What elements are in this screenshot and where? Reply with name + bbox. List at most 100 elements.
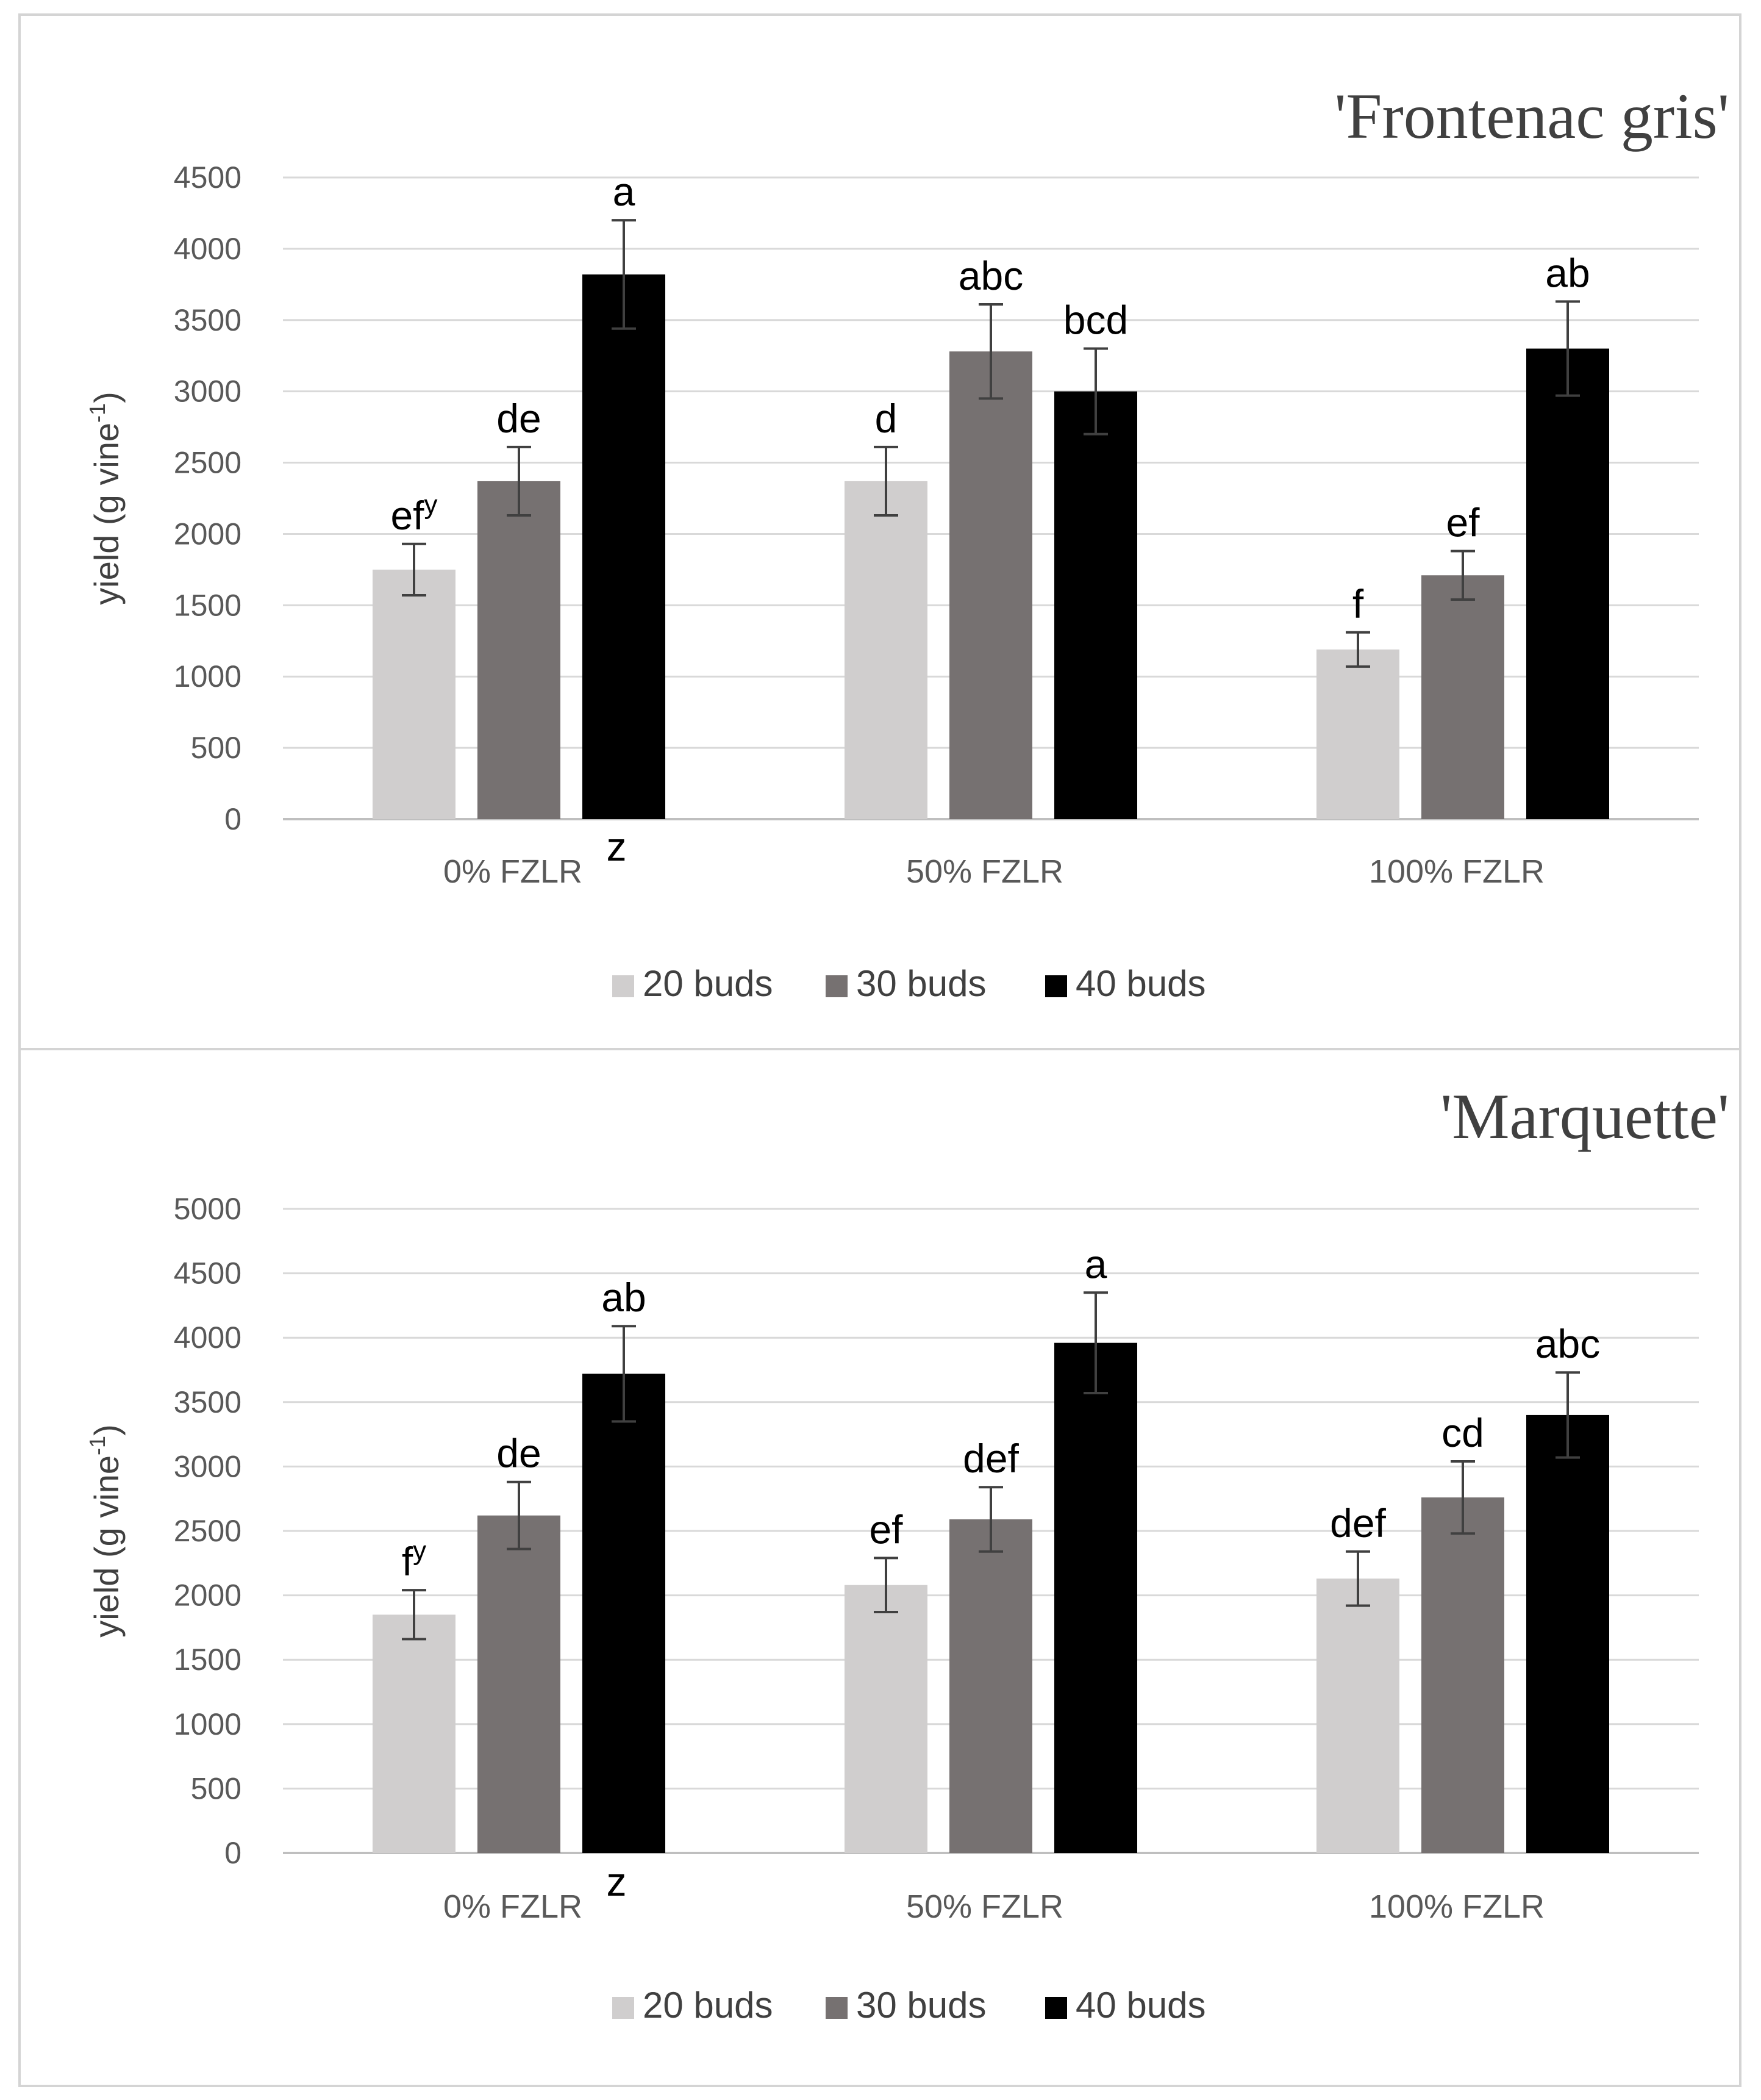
bar-40-buds-1: [1054, 391, 1137, 819]
y-axis-label-text: yield (g vine: [87, 423, 126, 605]
significance-letter-text: a: [613, 169, 635, 214]
significance-letter: ab: [601, 1275, 646, 1320]
significance-letter-text: ef: [1446, 500, 1480, 545]
significance-letter: def: [1330, 1500, 1386, 1546]
significance-letter: def: [963, 1436, 1019, 1481]
y-tick-label: 4000: [174, 232, 241, 266]
y-tick-label: 2500: [174, 446, 241, 480]
significance-letter-text: bcd: [1063, 298, 1128, 343]
significance-letter-text: ab: [601, 1275, 646, 1320]
bar-20-buds-0: [373, 569, 455, 819]
significance-footnote-marker: y: [424, 490, 438, 520]
bar-40-buds-0: [582, 1374, 665, 1853]
legend-swatch: [826, 1997, 848, 2019]
significance-letter-text: f: [402, 1539, 413, 1584]
y-tick-label: 3000: [174, 1449, 241, 1483]
significance-letter: d: [875, 396, 898, 441]
y-tick-label: 1500: [174, 588, 241, 622]
significance-letter: fy: [402, 1536, 426, 1584]
legend-label: 30 buds: [856, 1985, 987, 2026]
y-tick-label: 0: [224, 1836, 241, 1870]
legend-swatch: [1045, 975, 1067, 997]
x-category-label: 100% FZLR: [1369, 1888, 1545, 1925]
x-category-label: 0% FZLR: [443, 853, 582, 890]
significance-letter: f: [1352, 581, 1364, 626]
marquette-chart-panel: 'Marquette' 0 500 1000 1500 2000 2500 3000 3500 4…: [18, 1050, 1741, 2087]
significance-letter-text: def: [1330, 1500, 1386, 1546]
bar-40-buds-1: [1054, 1342, 1137, 1853]
significance-letter-text: ab: [1545, 250, 1590, 295]
significance-letter: de: [496, 396, 541, 441]
significance-letter-text: cd: [1441, 1410, 1484, 1455]
y-tick-label: 0: [224, 802, 241, 836]
y-axis-label-superscript: -1: [85, 403, 110, 423]
bar-30-buds-2: [1421, 1497, 1504, 1853]
bar-40-buds-2: [1526, 348, 1609, 819]
y-axis-label-superscript: -1: [85, 1436, 110, 1455]
x-category-label: 100% FZLR: [1369, 853, 1545, 890]
significance-letter: abc: [1535, 1321, 1600, 1366]
y-tick-label: 3000: [174, 374, 241, 409]
legend-label: 20 buds: [643, 1985, 773, 2026]
chart-title: 'Marquette': [1440, 1081, 1729, 1152]
bar-30-buds-1: [949, 351, 1032, 819]
legend-label: 40 buds: [1076, 963, 1206, 1004]
y-axis-label-close: ): [87, 392, 126, 403]
significance-letter-text: f: [1352, 581, 1364, 626]
y-tick-label: 2000: [174, 1579, 241, 1613]
significance-letter: cd: [1441, 1410, 1484, 1455]
y-tick-label: 500: [191, 731, 241, 765]
bar-30-buds-0: [477, 481, 560, 819]
legend-label: 20 buds: [643, 963, 773, 1004]
legend-label: 40 buds: [1076, 1985, 1206, 2026]
significance-letter-text: ef: [869, 1507, 903, 1552]
y-tick-label: 3500: [174, 1385, 241, 1419]
y-axis-label: yield (g vine-1): [85, 1424, 126, 1637]
significance-letter: bcd: [1063, 298, 1128, 343]
significance-letter-text: de: [496, 1431, 541, 1476]
category-footnote-marker: z: [607, 1859, 627, 1904]
y-tick-label: 5000: [174, 1192, 241, 1226]
category-footnote-marker: z: [607, 824, 627, 869]
significance-letter-text: d: [875, 396, 898, 441]
significance-letter-text: de: [496, 396, 541, 441]
y-tick-label: 1500: [174, 1643, 241, 1677]
y-axis-label-text: yield (g vine: [87, 1455, 126, 1638]
significance-letter-text: abc: [1535, 1321, 1600, 1366]
significance-letter: ef: [869, 1507, 903, 1552]
bar-30-buds-1: [949, 1519, 1032, 1853]
significance-letter: de: [496, 1431, 541, 1476]
y-tick-label: 1000: [174, 659, 241, 693]
significance-letter: ab: [1545, 250, 1590, 295]
bar-40-buds-2: [1526, 1414, 1609, 1853]
significance-letter: a: [613, 169, 635, 214]
legend-swatch: [612, 1997, 634, 2019]
significance-letter: abc: [959, 253, 1023, 298]
y-tick-label: 2500: [174, 1514, 241, 1548]
legend-swatch: [1045, 1997, 1067, 2019]
significance-letter-text: ef: [390, 493, 424, 538]
significance-letter: a: [1085, 1241, 1107, 1286]
y-tick-label: 3500: [174, 303, 241, 337]
frontenac-gris-chart: 'Frontenac gris' 0 500 1000 1500 2000 2500 3000…: [85, 81, 1729, 1004]
bar-20-buds-1: [845, 1585, 927, 1853]
x-category-label: 0% FZLR: [443, 1888, 582, 1925]
significance-letter-text: def: [963, 1436, 1019, 1481]
legend-label: 30 buds: [856, 963, 987, 1004]
bar-20-buds-1: [845, 481, 927, 819]
y-axis-label-close: ): [87, 1424, 126, 1436]
frontenac-gris-chart-panel: 'Frontenac gris' 0 500 1000 1500 2000 2500 3000…: [18, 13, 1741, 1050]
significance-letter: ef: [1446, 500, 1480, 545]
marquette-chart: 'Marquette' 0 500 1000 1500 2000 2500 3000 3500 4…: [85, 1081, 1729, 2026]
significance-letter-text: a: [1085, 1241, 1107, 1286]
x-category-label: 50% FZLR: [906, 1888, 1063, 1925]
bar-20-buds-2: [1316, 1579, 1399, 1853]
y-tick-label: 500: [191, 1771, 241, 1805]
bar-30-buds-0: [477, 1515, 560, 1853]
bar-20-buds-2: [1316, 649, 1399, 819]
significance-footnote-marker: y: [413, 1536, 426, 1566]
legend-swatch: [612, 975, 634, 997]
significance-letter-text: abc: [959, 253, 1023, 298]
bar-40-buds-0: [582, 274, 665, 820]
y-tick-label: 4500: [174, 160, 241, 195]
